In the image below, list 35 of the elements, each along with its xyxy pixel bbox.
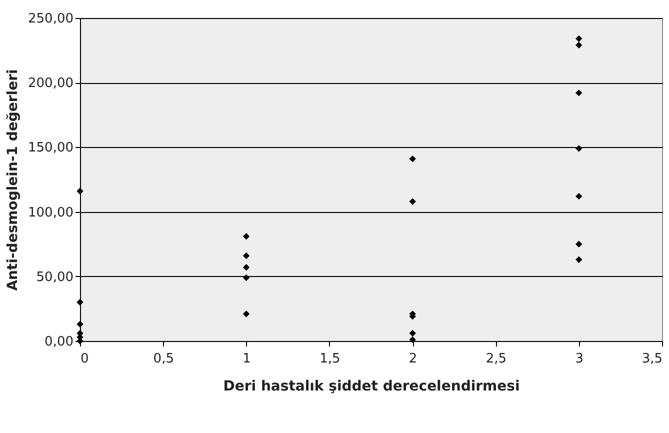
y-tick-label: 0,00: [44, 334, 74, 350]
point: [576, 240, 582, 248]
x-tick-label: 3: [575, 352, 584, 366]
point: [409, 336, 416, 344]
point: [409, 198, 416, 205]
point: [242, 252, 250, 260]
y-axis-title: Anti-desmoglein-1 değerleri: [5, 69, 22, 291]
point: [576, 42, 582, 48]
point: [409, 330, 416, 337]
point: [242, 310, 250, 318]
point: [576, 256, 582, 263]
x-tick-label: 2: [408, 352, 418, 366]
point: [76, 320, 84, 328]
point: [242, 274, 250, 282]
x-tick-label: 1,5: [320, 352, 340, 366]
x-tick-label: 3,5: [642, 352, 662, 366]
point: [576, 192, 582, 200]
point: [242, 232, 250, 240]
point: [576, 90, 582, 96]
y-tick-label: 100,00: [28, 205, 74, 220]
point: [576, 145, 582, 152]
point: [76, 298, 84, 306]
point: [76, 188, 84, 194]
y-tick-label: 50,00: [36, 270, 74, 285]
x-axis-title: Deri hastalık şiddet derecelendirmesi: [223, 378, 520, 394]
y-tick-label: 200,00: [28, 76, 74, 92]
x-tick-label: 0: [80, 352, 89, 366]
y-tick-label: 150,00: [28, 140, 74, 156]
point: [576, 35, 582, 42]
point: [409, 155, 416, 162]
x-tick-label: 1: [242, 352, 251, 366]
point: [242, 264, 250, 271]
y-tick-label: 250,00: [28, 12, 74, 26]
x-tick-label: 0,5: [153, 352, 174, 366]
x-tick-label: 2,5: [486, 352, 507, 366]
